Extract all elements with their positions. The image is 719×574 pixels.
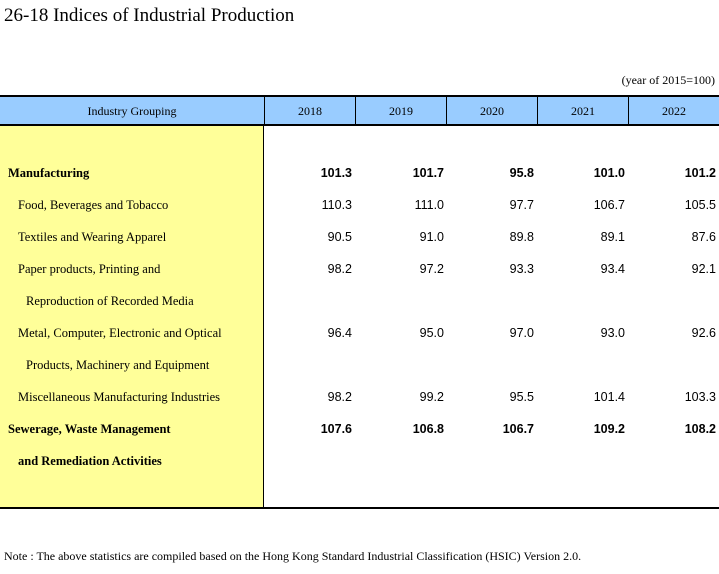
label-column-background (0, 126, 264, 509)
value-cell-2021: 89.1 (600, 230, 625, 244)
value-cell-2020: 106.7 (502, 422, 534, 436)
table-row: Paper products, Printing and 98.2 97.2 93.3… (0, 259, 719, 279)
table-row: Food, Beverages and Tobacco 110.3 111.0 97.… (0, 195, 719, 215)
table-row: Reproduction of Recorded Media (0, 291, 719, 311)
table-row: Products, Machinery and Equipment (0, 355, 719, 375)
value-cell-2020: 89.8 (509, 230, 534, 244)
value-cell-2022: 101.2 (684, 166, 716, 180)
header-year-2019: 2019 (355, 97, 446, 124)
value-cell-2019: 91.0 (419, 230, 444, 244)
header-year-2018: 2018 (264, 97, 355, 124)
row-label: Miscellaneous Manufacturing Industries (18, 390, 221, 404)
value-cell-2019: 99.2 (419, 390, 444, 404)
row-label: Textiles and Wearing Apparel (18, 230, 167, 244)
value-cell-2018: 110.3 (321, 198, 352, 212)
value-cell-2022: 105.5 (684, 198, 716, 212)
header-year-2022: 2022 (628, 97, 719, 124)
value-cell-2019: 97.2 (419, 262, 444, 276)
row-label: and Remediation Activities (18, 454, 162, 468)
row-label: Products, Machinery and Equipment (26, 358, 210, 372)
row-label: Sewerage, Waste Management (8, 422, 171, 436)
table-row: and Remediation Activities (0, 451, 719, 471)
value-cell-2018: 96.4 (327, 326, 352, 340)
unit-note: (year of 2015=100) (621, 73, 715, 87)
table-row: Manufacturing 101.3 101.7 95.8 101.0 101.2 (0, 163, 719, 183)
row-label: Reproduction of Recorded Media (26, 294, 194, 308)
value-cell-2019: 106.8 (412, 422, 444, 436)
value-cell-2019: 95.0 (419, 326, 444, 340)
value-cell-2022: 103.3 (684, 390, 716, 404)
row-label: Metal, Computer, Electronic and Optical (18, 326, 222, 340)
value-cell-2021: 93.0 (600, 326, 625, 340)
header-year-2021: 2021 (537, 97, 628, 124)
row-label: Manufacturing (8, 166, 90, 180)
table-bottom-rule (0, 507, 719, 509)
value-cell-2022: 87.6 (691, 230, 716, 244)
value-cell-2019: 101.7 (412, 166, 444, 180)
value-cell-2021: 109.2 (593, 422, 625, 436)
table-header: Industry Grouping 2018 2019 2020 2021 20… (0, 95, 719, 126)
row-label: Food, Beverages and Tobacco (18, 198, 169, 212)
value-cell-2020: 93.3 (509, 262, 534, 276)
header-year-2020: 2020 (446, 97, 537, 124)
value-cell-2018: 98.2 (327, 262, 352, 276)
value-cell-2020: 95.8 (509, 166, 534, 180)
production-index-table: Industry Grouping 2018 2019 2020 2021 20… (0, 95, 719, 509)
table-row: Textiles and Wearing Apparel 90.5 91.0 89.8… (0, 227, 719, 247)
value-cell-2022: 92.6 (691, 326, 716, 340)
value-cell-2021: 101.4 (593, 390, 625, 404)
header-industry-grouping: Industry Grouping (87, 104, 177, 118)
value-cell-2020: 97.0 (509, 326, 534, 340)
value-cell-2021: 106.7 (593, 198, 625, 212)
value-cell-2020: 95.5 (509, 390, 534, 404)
value-cell-2020: 97.7 (509, 198, 534, 212)
value-cell-2022: 92.1 (691, 262, 716, 276)
row-label: Paper products, Printing and (18, 262, 161, 276)
page-title: 26-18 Indices of Industrial Production (4, 5, 295, 26)
table-row: Sewerage, Waste Management 107.6 106.8 106.… (0, 419, 719, 439)
value-cell-2021: 93.4 (600, 262, 625, 276)
value-cell-2018: 98.2 (327, 390, 352, 404)
value-cell-2018: 90.5 (327, 230, 352, 244)
value-cell-2018: 107.6 (320, 422, 352, 436)
value-cell-2021: 101.0 (593, 166, 625, 180)
value-cell-2018: 101.3 (320, 166, 352, 180)
table-row: Metal, Computer, Electronic and Optical 9… (0, 323, 719, 343)
footnote: Note : The above statistics are compiled… (4, 549, 582, 563)
value-cell-2019: 111.0 (414, 198, 444, 212)
table-row: Miscellaneous Manufacturing Industries 98… (0, 387, 719, 407)
value-cell-2022: 108.2 (684, 422, 716, 436)
